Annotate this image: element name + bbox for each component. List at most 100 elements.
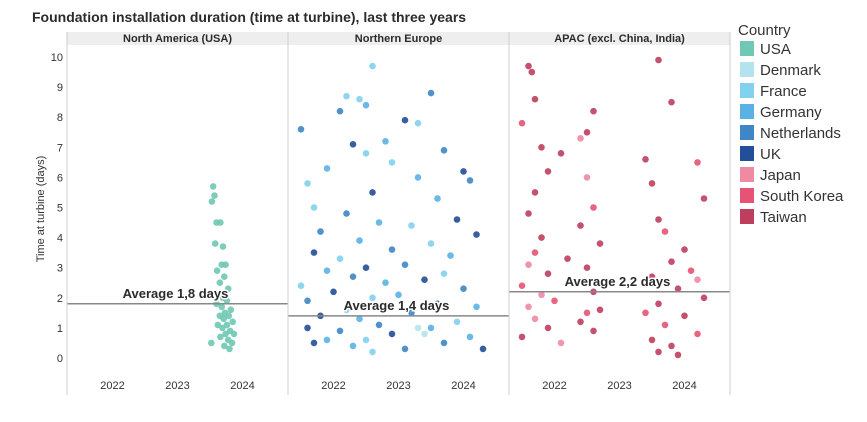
point-taiwan [668, 258, 675, 266]
point-usa [227, 306, 235, 314]
y-tick-label: 8 [57, 112, 63, 124]
point-netherlands [375, 321, 383, 329]
legend-label: Denmark [760, 62, 821, 79]
point-uk [473, 231, 480, 238]
point-denmark [414, 324, 422, 332]
point-south-korea [518, 119, 526, 127]
point-taiwan [596, 240, 604, 247]
y-tick-label: 1 [57, 323, 63, 335]
point-france [362, 336, 370, 344]
point-france [369, 62, 376, 70]
point-france [453, 318, 461, 326]
legend-item-usa: USA [740, 41, 791, 58]
point-taiwan [544, 168, 552, 175]
point-netherlands [388, 246, 396, 253]
point-taiwan [596, 306, 604, 314]
x-tick-label: 2023 [165, 380, 189, 392]
point-taiwan [648, 273, 656, 281]
panel-apac-excl-china-india: APAC (excl. China, India) Average 2,2 day… [508, 32, 731, 395]
legend-item-france: France [740, 83, 807, 100]
point-taiwan [525, 62, 532, 70]
point-south-korea [642, 309, 649, 317]
point-south-korea [518, 282, 526, 290]
point-usa [211, 240, 219, 247]
legend-item-japan: Japan [740, 167, 801, 184]
point-south-korea [694, 159, 701, 166]
point-netherlands [440, 147, 448, 154]
y-tick-label: 0 [57, 353, 63, 365]
average-label: Average 2,2 days [565, 274, 671, 289]
average-label: Average 1,8 days [123, 286, 229, 301]
legend-label: USA [760, 41, 791, 58]
point-france [362, 150, 370, 157]
legend-item-germany: Germany [740, 104, 822, 121]
legend-swatch [740, 41, 754, 56]
point-japan [557, 339, 565, 347]
point-uk [310, 339, 318, 347]
point-germany [323, 267, 331, 275]
point-netherlands [304, 297, 311, 305]
legend-swatch [740, 125, 754, 140]
point-taiwan [655, 216, 662, 223]
point-germany [356, 315, 363, 323]
point-uk [479, 345, 487, 353]
point-taiwan [570, 279, 578, 287]
y-axis-label: Time at turbine (days) [35, 156, 47, 263]
panel-header-bg [509, 32, 730, 45]
y-tick-label: 5 [57, 202, 63, 214]
x-tick-label: 2024 [230, 380, 254, 392]
legend-title: Country [738, 22, 791, 39]
panel-northern-europe: Northern Europe Average 1,4 days 2022 2023 2… [287, 32, 509, 395]
legend-label: Germany [760, 104, 822, 121]
point-netherlands [349, 273, 357, 281]
point-netherlands [401, 345, 409, 353]
point-usa [219, 324, 226, 332]
y-tick-label: 7 [57, 142, 63, 154]
point-germany [356, 237, 363, 244]
point-usa [225, 312, 233, 320]
point-taiwan [681, 312, 688, 320]
point-usa [213, 267, 221, 275]
point-taiwan [668, 98, 675, 106]
point-japan [525, 303, 532, 311]
point-uk [310, 249, 318, 256]
legend-swatch [740, 209, 754, 224]
x-tick-label: 2022 [542, 380, 566, 392]
point-uk [401, 116, 409, 124]
point-taiwan [528, 68, 536, 76]
point-taiwan [518, 333, 526, 341]
point-taiwan [577, 318, 584, 326]
point-usa [208, 339, 215, 347]
legend-item-uk: UK [740, 146, 781, 163]
x-tick-label: 2023 [607, 380, 631, 392]
point-usa [224, 285, 232, 293]
point-uk [369, 189, 376, 196]
point-taiwan [583, 264, 591, 272]
point-taiwan [642, 156, 649, 163]
point-france [427, 240, 435, 247]
point-usa [230, 330, 238, 338]
legend-swatch [740, 62, 754, 77]
point-netherlands [466, 177, 474, 184]
x-tick-label: 2022 [321, 380, 345, 392]
legend-label: South Korea [760, 188, 844, 205]
plot-area: 0 1 2 3 4 5 6 7 8 9 10 Time at turbine (days) North … [35, 32, 731, 395]
point-uk [421, 276, 428, 284]
point-germany [447, 252, 454, 259]
legend-swatch [740, 167, 754, 182]
point-japan [538, 291, 545, 299]
legend-swatch [740, 83, 754, 98]
point-taiwan [525, 210, 532, 217]
x-tick-label: 2022 [100, 380, 124, 392]
y-tick-label: 3 [57, 263, 63, 275]
point-france [369, 294, 376, 302]
point-taiwan [564, 255, 571, 262]
legend-item-netherlands: Netherlands [740, 125, 841, 142]
point-south-korea [661, 321, 669, 329]
point-usa [228, 339, 236, 347]
point-taiwan [674, 351, 682, 359]
point-uk [453, 216, 461, 223]
point-south-korea [687, 267, 695, 275]
point-taiwan [648, 336, 656, 344]
point-taiwan [538, 144, 545, 151]
